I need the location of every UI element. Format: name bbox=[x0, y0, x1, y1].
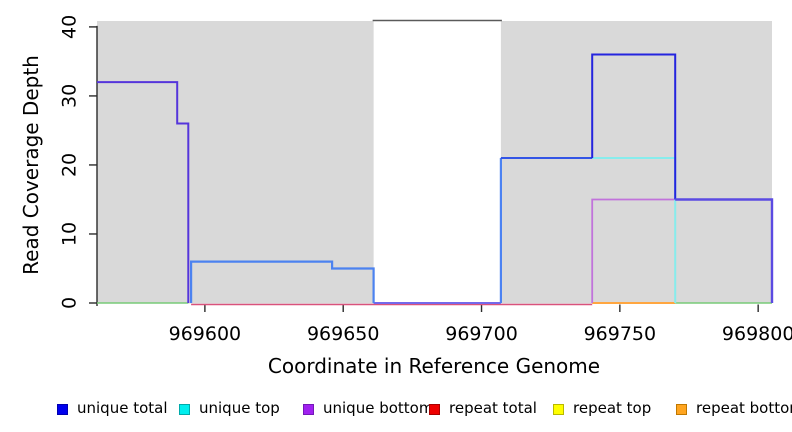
legend-label: repeat top bbox=[573, 399, 652, 417]
repeat-bottom-swatch-icon bbox=[676, 404, 687, 415]
series-segment-unique-left-violet bbox=[97, 81, 190, 303]
x-tick-label: 969800 bbox=[722, 323, 792, 345]
unique-top-swatch-icon bbox=[179, 404, 190, 415]
y-tick-label: 0 bbox=[59, 297, 81, 309]
series-segment-unique-bottom-step bbox=[591, 198, 676, 303]
plot-background-region bbox=[500, 21, 772, 304]
plot-background-region bbox=[97, 21, 374, 304]
x-tick-label: 969650 bbox=[307, 323, 380, 345]
x-tick-label: 969750 bbox=[584, 323, 657, 345]
legend-label: unique total bbox=[77, 399, 168, 417]
series-segment-unique-36-box bbox=[591, 53, 677, 200]
repeat-total-swatch-icon bbox=[429, 404, 440, 415]
x-axis-title: Coordinate in Reference Genome bbox=[267, 354, 601, 378]
series-segment-unique-mid-azure bbox=[190, 260, 375, 303]
repeat-top-swatch-icon bbox=[553, 404, 564, 415]
unique-total-swatch-icon bbox=[57, 404, 68, 415]
unique-bottom-swatch-icon bbox=[303, 404, 314, 415]
x-tick-label: 969700 bbox=[445, 323, 518, 345]
y-tick-label: 20 bbox=[59, 153, 81, 177]
legend-label: unique top bbox=[199, 399, 280, 417]
legend-label: repeat total bbox=[449, 399, 537, 417]
legend-label: repeat bottom bbox=[696, 399, 792, 417]
y-axis-title: Read Coverage Depth bbox=[19, 55, 43, 275]
series-segment-unique-right-violet bbox=[675, 198, 774, 303]
x-tick-label: 969600 bbox=[169, 323, 242, 345]
y-tick-label: 40 bbox=[59, 15, 81, 39]
y-tick-label: 10 bbox=[59, 222, 81, 246]
legend-label: unique bottom bbox=[323, 399, 434, 417]
y-tick-label: 30 bbox=[59, 84, 81, 108]
